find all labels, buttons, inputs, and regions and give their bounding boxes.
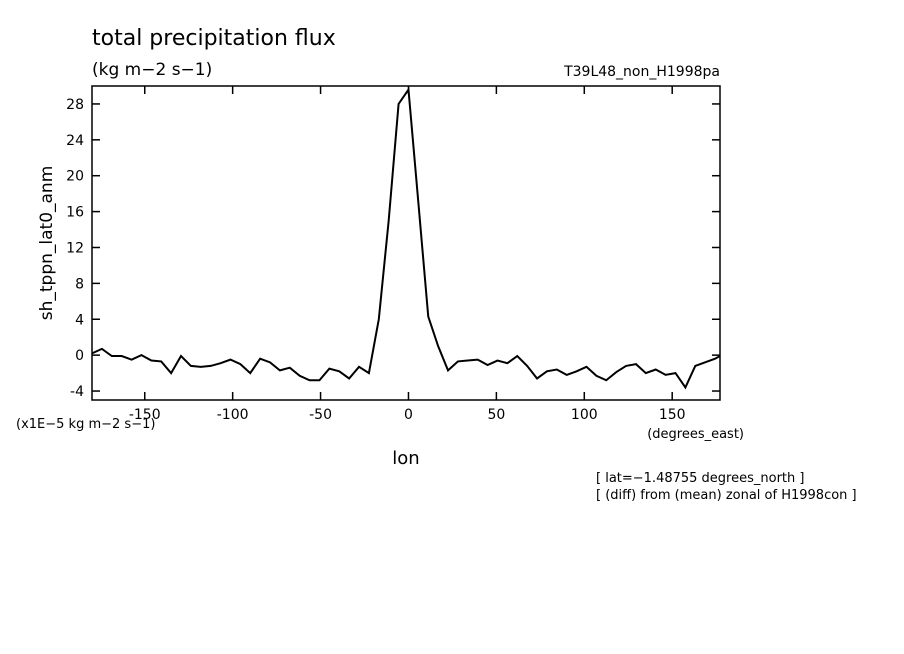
y-tick-label: -4	[70, 384, 84, 400]
y-tick-label: 28	[66, 97, 84, 113]
x-tick-label: 0	[404, 407, 413, 423]
y-tick-label: 16	[66, 205, 84, 221]
y-tick-label: 4	[75, 312, 84, 328]
chart-title: total precipitation flux	[92, 26, 336, 51]
run-label: T39L48_non_H1998pa	[563, 64, 720, 80]
data-line	[91, 86, 721, 390]
plot-frame	[91, 85, 721, 401]
y-tick-label: 8	[75, 276, 84, 292]
x-tick-label: -150	[129, 407, 161, 423]
annotation: [ lat=−1.48755 degrees_north ]	[596, 471, 804, 486]
x-units: (degrees_east)	[647, 427, 744, 442]
y-tick-label: 0	[75, 348, 84, 364]
x-tick-label: 100	[571, 407, 598, 423]
x-tick-label: 150	[659, 407, 686, 423]
x-axis-label: lon	[392, 448, 419, 469]
annotation: [ (diff) from (mean) zonal of H1998con ]	[596, 488, 857, 503]
chart-subtitle: (kg m−2 s−1)	[92, 60, 212, 80]
y-units: (x1E−5 kg m−2 s−1)	[16, 417, 155, 432]
y-tick-label: 24	[66, 133, 84, 149]
x-tick-label: 50	[487, 407, 505, 423]
y-tick-label: 20	[66, 169, 84, 185]
x-tick-label: -50	[309, 407, 332, 423]
x-tick-label: -100	[217, 407, 249, 423]
y-axis-label: sh_tppn_lat0_anm	[37, 166, 57, 321]
y-tick-label: 12	[66, 240, 84, 256]
